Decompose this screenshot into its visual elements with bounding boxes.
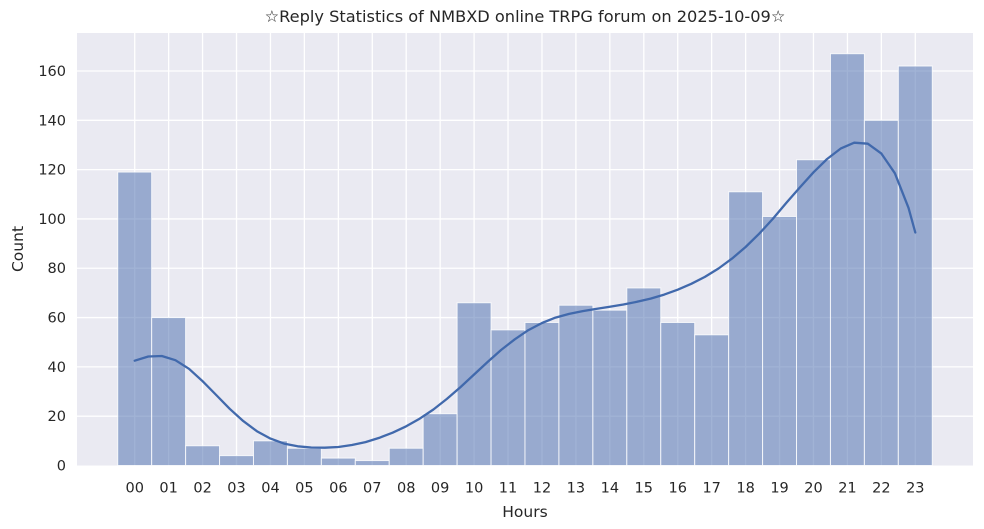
x-tick-label: 09 — [431, 481, 449, 497]
histogram-bar-23 — [897, 65, 933, 466]
x-tick-label: 07 — [363, 481, 381, 497]
x-tick-label: 21 — [838, 481, 856, 497]
x-tick-label: 00 — [125, 481, 143, 497]
y-tick-label: 0 — [57, 459, 66, 475]
y-tick-label: 40 — [48, 360, 66, 376]
y-tick-label: 80 — [48, 261, 66, 277]
histogram-bar-08 — [388, 447, 424, 466]
histogram-bar-22 — [863, 119, 899, 466]
x-tick-label: 16 — [669, 481, 687, 497]
histogram-bar-17 — [694, 334, 730, 466]
y-tick-label: 160 — [38, 64, 66, 80]
histogram-bar-01 — [151, 317, 187, 467]
x-tick-label: 23 — [906, 481, 924, 497]
x-tick-label: 05 — [295, 481, 313, 497]
histogram-bar-19 — [762, 215, 798, 466]
x-tick-label: 18 — [736, 481, 754, 497]
histogram-bar-06 — [320, 457, 356, 467]
histogram-bar-15 — [626, 287, 662, 467]
x-tick-label: 14 — [601, 481, 619, 497]
histogram-bar-07 — [354, 460, 390, 467]
x-tick-label: 20 — [804, 481, 822, 497]
x-tick-label: 04 — [261, 481, 279, 497]
kde-line — [133, 141, 917, 449]
histogram-bar-16 — [660, 321, 696, 466]
histogram-bar-14 — [592, 309, 628, 466]
histogram-bar-11 — [490, 329, 526, 466]
histogram-bar-02 — [185, 445, 221, 466]
chart-title: ☆Reply Statistics of NMBXD online TRPG f… — [264, 7, 786, 26]
y-tick-label: 140 — [38, 113, 66, 129]
x-tick-label: 15 — [635, 481, 653, 497]
x-tick-label: 17 — [702, 481, 720, 497]
x-tick-label: 13 — [567, 481, 585, 497]
y-tick-label: 20 — [48, 409, 66, 425]
x-tick-label: 12 — [533, 481, 551, 497]
histogram-bar-21 — [829, 53, 865, 467]
histogram-bar-00 — [117, 171, 153, 466]
x-tick-label: 08 — [397, 481, 415, 497]
x-tick-label: 19 — [770, 481, 788, 497]
y-tick-label: 100 — [38, 212, 66, 228]
x-tick-label: 01 — [159, 481, 177, 497]
x-tick-label: 22 — [872, 481, 890, 497]
histogram-bar-09 — [422, 413, 458, 466]
histogram-bar-13 — [558, 304, 594, 466]
y-axis-label: Count — [9, 225, 27, 273]
histogram-bar-18 — [728, 191, 764, 467]
x-tick-label: 10 — [465, 481, 483, 497]
x-tick-label: 02 — [193, 481, 211, 497]
x-axis-label: Hours — [502, 503, 548, 521]
y-tick-label: 120 — [38, 163, 66, 179]
x-tick-label: 06 — [329, 481, 347, 497]
histogram-bar-03 — [219, 455, 254, 467]
x-tick-label: 11 — [499, 481, 517, 497]
histogram-bar-04 — [252, 440, 288, 466]
histogram-bar-12 — [524, 321, 560, 466]
x-tick-label: 03 — [227, 481, 245, 497]
histogram-bar-20 — [796, 159, 831, 466]
y-tick-label: 60 — [48, 311, 66, 327]
histogram-bar-05 — [286, 447, 322, 466]
